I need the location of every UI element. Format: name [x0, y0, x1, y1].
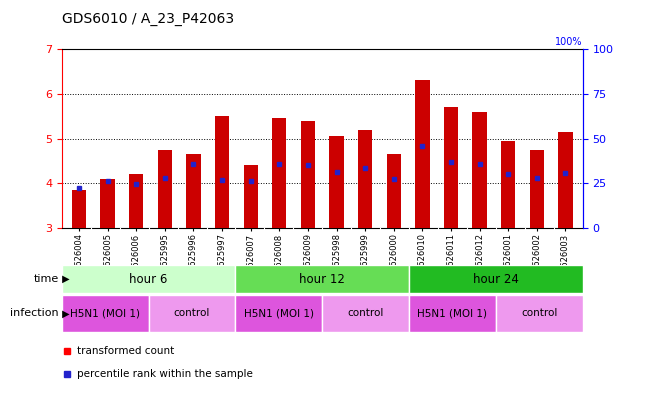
Bar	[496, 295, 583, 332]
Text: control: control	[348, 309, 384, 318]
Bar	[236, 265, 409, 293]
Bar	[329, 136, 344, 228]
Text: H5N1 (MOI 1): H5N1 (MOI 1)	[244, 309, 314, 318]
Text: hour 24: hour 24	[473, 272, 519, 286]
Bar	[409, 265, 583, 293]
Bar	[72, 190, 86, 228]
Text: infection: infection	[10, 309, 59, 318]
Bar	[148, 295, 236, 332]
Text: hour 6: hour 6	[130, 272, 168, 286]
Text: hour 12: hour 12	[299, 272, 345, 286]
Bar	[473, 112, 487, 228]
Bar	[387, 154, 401, 228]
Text: ▶: ▶	[59, 274, 69, 284]
Text: 100%: 100%	[555, 37, 583, 47]
Bar	[322, 295, 409, 332]
Bar	[409, 295, 496, 332]
Bar	[415, 81, 430, 228]
Bar	[301, 121, 315, 228]
Bar	[272, 118, 286, 228]
Text: control: control	[174, 309, 210, 318]
Bar	[243, 165, 258, 228]
Text: transformed count: transformed count	[77, 346, 174, 356]
Bar	[100, 179, 115, 228]
Bar	[62, 265, 236, 293]
Text: ▶: ▶	[59, 309, 69, 318]
Text: H5N1 (MOI 1): H5N1 (MOI 1)	[417, 309, 488, 318]
Text: time: time	[33, 274, 59, 284]
Bar	[444, 107, 458, 228]
Bar	[559, 132, 573, 228]
Text: GDS6010 / A_23_P42063: GDS6010 / A_23_P42063	[62, 12, 234, 26]
Text: H5N1 (MOI 1): H5N1 (MOI 1)	[70, 309, 140, 318]
Bar	[501, 141, 516, 228]
Bar	[530, 150, 544, 228]
Text: percentile rank within the sample: percentile rank within the sample	[77, 369, 253, 379]
Bar	[215, 116, 229, 228]
Text: control: control	[521, 309, 557, 318]
Bar	[358, 130, 372, 228]
Bar	[158, 150, 172, 228]
Bar	[186, 154, 201, 228]
Bar	[236, 295, 322, 332]
Bar	[62, 295, 148, 332]
Bar	[129, 174, 143, 228]
